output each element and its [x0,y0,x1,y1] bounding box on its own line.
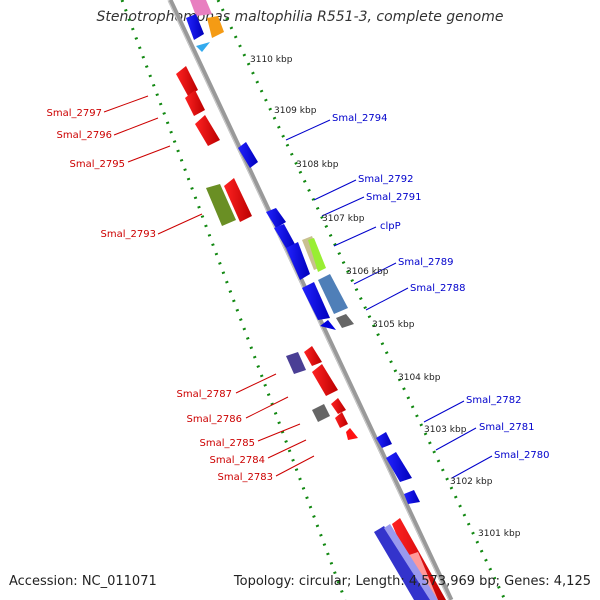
tick-3103: 3103 kbp [424,425,467,435]
gene-smal-2780 [404,490,420,504]
leader-smal-2788 [365,287,409,311]
label-smal-2792: Smal_2792 [358,174,413,185]
leader-smal-2781 [435,427,477,451]
gene-smal-2783 [346,428,358,440]
gene-smal-2785-grey [312,404,330,422]
label-clpp: clpP [380,221,401,232]
leader-clpp [333,226,377,247]
gene-smal-2796 [185,90,205,116]
gene-pink [190,0,212,16]
leader-smal-2786 [245,396,289,419]
gene-smal-2782 [376,432,392,448]
gene-smal-2793-olive [206,184,236,226]
tick-3108: 3108 kbp [296,160,339,170]
leader-smal-2792 [313,179,357,201]
leader-smal-2780 [451,455,493,479]
label-smal-2797: Smal_2797 [47,108,102,119]
gene-smal-2788-steel [318,274,348,314]
gene-cyan [196,42,210,52]
tick-3104: 3104 kbp [398,373,441,383]
gene-smal-2797 [176,66,198,96]
gene-smal-2787-purple [286,352,306,374]
tick-3107: 3107 kbp [322,214,365,224]
inner-dotted-track [216,0,507,600]
label-smal-2787: Smal_2787 [177,389,232,400]
gene-smal-2786 [312,364,338,396]
gene-smal-2795 [195,115,220,146]
gene-smal-2793 [224,178,252,222]
gene-grey-3105 [336,314,354,328]
tick-3106: 3106 kbp [346,267,389,277]
gene-top-blue [186,14,204,40]
leader-smal-2784 [267,439,307,459]
label-smal-2788: Smal_2788 [410,283,465,294]
gene-orange [207,16,224,38]
label-smal-2796: Smal_2796 [57,130,112,141]
label-smal-2786: Smal_2786 [187,414,242,425]
tick-3102: 3102 kbp [450,477,493,487]
leader-smal-2791 [321,196,365,217]
gene-clpp [308,238,326,272]
gene-smal-2789 [286,242,310,280]
leader-smal-2785 [257,423,301,442]
leader-smal-2787 [235,373,277,394]
leader-smal-2782 [423,400,465,423]
label-smal-2784: Smal_2784 [210,455,265,466]
gene-smal-2791 [274,224,296,248]
gene-smal-2794 [238,142,258,168]
gene-bottom-lavender [384,524,438,600]
leader-smal-2793 [157,213,203,235]
label-smal-2782: Smal_2782 [466,395,521,406]
leader-smal-2795 [127,145,171,163]
accession-text: Accession: NC_011071 [9,574,157,589]
gene-smal-2788 [302,282,330,320]
label-smal-2794: Smal_2794 [332,113,387,124]
gene-smal-2784 [335,412,348,428]
leader-smal-2796 [113,117,159,136]
label-smal-2795: Smal_2795 [70,159,125,170]
label-smal-2789: Smal_2789 [398,257,453,268]
tick-3101: 3101 kbp [478,529,521,539]
topology-text: Topology: circular; Length: 4,573,969 bp… [233,574,591,589]
label-smal-2785: Smal_2785 [200,438,255,449]
label-smal-2783: Smal_2783 [218,472,273,483]
leader-smal-2797 [103,95,149,113]
label-smal-2781: Smal_2781 [479,422,534,433]
gene-smal-2785 [331,398,346,414]
leader-smal-2783 [275,455,315,477]
gene-bottom-blue [374,526,432,600]
label-smal-2780: Smal_2780 [494,450,549,461]
tick-3109: 3109 kbp [274,106,317,116]
leader-smal-2789 [353,262,397,285]
leader-smal-2794 [285,119,331,141]
gene-smal-2788-small [320,320,336,330]
label-smal-2793: Smal_2793 [101,229,156,240]
gene-smal-2792 [266,208,286,228]
gene-smal-2787 [304,346,322,366]
label-smal-2791: Smal_2791 [366,192,421,203]
tick-3105: 3105 kbp [372,320,415,330]
outer-dotted-track [120,0,347,600]
gene-smal-2781 [386,452,412,482]
tick-3110: 3110 kbp [250,55,293,65]
